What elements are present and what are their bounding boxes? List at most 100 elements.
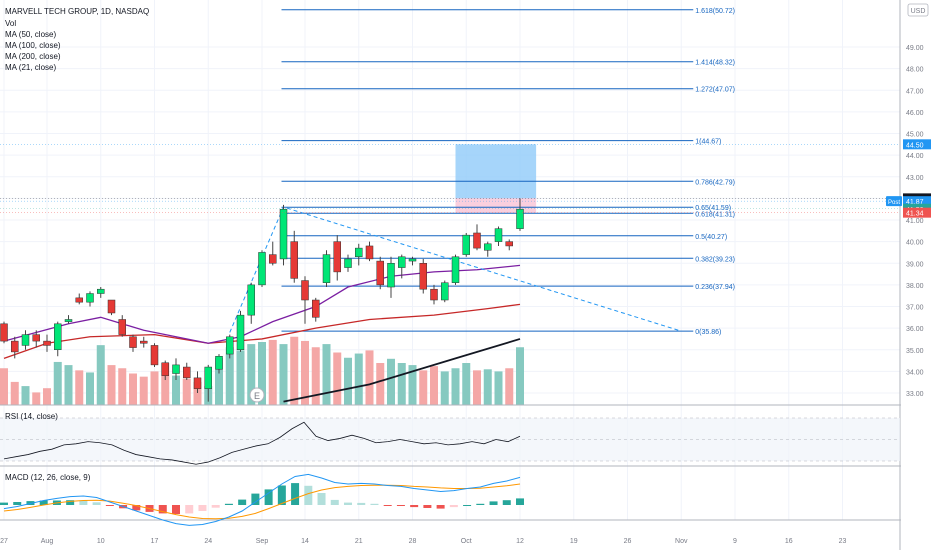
volume-bar xyxy=(172,375,180,405)
candle-body xyxy=(322,254,331,283)
volume-bar xyxy=(462,363,471,405)
volume-bar xyxy=(483,369,492,405)
macd-histogram-bar xyxy=(13,502,22,505)
macd-histogram-bar xyxy=(304,485,313,505)
volume-bar xyxy=(419,370,428,405)
price-marker-label: 41.34 xyxy=(906,211,924,218)
macd-histogram-bar xyxy=(211,505,220,508)
legend-item[interactable]: MA (50, close) xyxy=(5,30,56,39)
legend-item[interactable]: MA (200, close) xyxy=(5,52,61,61)
volume-bar xyxy=(225,347,234,405)
volume-bar xyxy=(505,368,514,405)
candle-body xyxy=(150,345,159,366)
price-tick: 34.00 xyxy=(906,369,924,376)
profit-zone[interactable] xyxy=(455,144,537,199)
chart-legend: MARVELL TECH GROUP, 1D, NASDAQ Vol MA (5… xyxy=(5,7,149,72)
price-marker-tag xyxy=(903,139,931,150)
volume-bar xyxy=(193,381,202,405)
volume-bar xyxy=(182,378,191,405)
volume-bar xyxy=(96,345,105,405)
post-tag[interactable] xyxy=(886,196,902,207)
volume-bar xyxy=(129,373,137,405)
macd-histogram-bar xyxy=(132,505,141,511)
fib-level-label: 0.5(40.27) xyxy=(695,234,727,241)
currency-badge[interactable] xyxy=(907,3,929,17)
volume-bar xyxy=(279,344,288,405)
macd-histogram-bar xyxy=(317,493,326,505)
rsi-legend[interactable]: RSI (14, close) xyxy=(5,412,58,421)
macd-histogram-bar xyxy=(224,503,233,505)
volume-bar xyxy=(64,365,73,405)
macd-histogram-bar xyxy=(264,489,273,505)
price-axis[interactable]: 49.0048.0047.0046.0045.0044.0043.0042.00… xyxy=(901,0,932,550)
fibonacci-retracement[interactable]: 1.618(50.72) 1.414(48.32) 1.272(47.07) 1(44… xyxy=(281,8,735,336)
macd-legend[interactable]: MACD (12, 26, close, 9) xyxy=(5,473,91,482)
time-tick: 17 xyxy=(151,538,159,545)
time-axis[interactable]: 27 Aug 10 17 24 Sep 14 21 28 Oct 12 19 26 Nov 9 16 23 xyxy=(0,538,846,545)
time-tick: 21 xyxy=(355,538,363,545)
volume-bar xyxy=(397,363,406,405)
candle-body xyxy=(236,314,245,350)
macd-histogram-bar xyxy=(92,502,101,505)
time-tick: Nov xyxy=(675,538,688,545)
volume-bar xyxy=(0,368,8,405)
candlesticks xyxy=(0,198,524,402)
volume-bar xyxy=(440,371,449,405)
fib-level-label: 0.236(37.94) xyxy=(695,284,735,291)
currency-label: USD xyxy=(911,8,926,15)
candle-body xyxy=(312,299,320,318)
candle-body xyxy=(258,252,266,286)
price-tick: 44.00 xyxy=(906,153,924,160)
macd-histogram-bar xyxy=(330,499,339,505)
macd-histogram-bar xyxy=(516,498,524,505)
candle-body xyxy=(301,280,309,301)
volume-bar xyxy=(86,372,94,405)
time-tick: 28 xyxy=(409,538,417,545)
candle-body xyxy=(21,334,30,346)
price-marker-tag xyxy=(903,196,931,207)
candle-body xyxy=(247,284,255,316)
fib-level-label: 0.618(41.31) xyxy=(695,211,735,218)
post-tag-label: Post xyxy=(888,200,900,206)
candle-body xyxy=(226,336,234,355)
macd-histogram-bar xyxy=(158,505,167,514)
volume-bar xyxy=(139,376,148,405)
legend-item[interactable]: Vol xyxy=(5,19,16,28)
ma-50-line xyxy=(3,303,521,360)
candle-body xyxy=(376,260,384,286)
candle-body xyxy=(516,208,524,229)
candle-body xyxy=(86,293,94,303)
candle-body xyxy=(484,243,492,251)
volume-bar xyxy=(494,371,503,405)
price-tick: 37.00 xyxy=(906,305,924,312)
stop-zone[interactable] xyxy=(455,198,537,213)
macd-histogram-bar xyxy=(251,493,260,505)
time-tick: 24 xyxy=(204,538,212,545)
time-tick: 9 xyxy=(733,538,737,545)
volume-bar xyxy=(387,358,395,405)
fib-level-label: 1(44.67) xyxy=(695,139,721,146)
legend-item[interactable]: MA (21, close) xyxy=(5,63,56,72)
candle-body xyxy=(430,288,438,301)
volume-bar xyxy=(430,366,438,405)
candle-body xyxy=(451,256,460,283)
volume-bar xyxy=(258,342,266,405)
candle-body xyxy=(11,340,19,353)
price-tick: 45.00 xyxy=(906,132,924,139)
earnings-marker[interactable]: E xyxy=(249,387,265,403)
legend-item[interactable]: MA (100, close) xyxy=(5,41,61,50)
rsi-line xyxy=(3,421,521,465)
fib-level-label: 0(35.86) xyxy=(695,329,721,336)
candle-body xyxy=(0,323,8,342)
macd-histogram-bar xyxy=(436,505,445,509)
macd-histogram-bar xyxy=(463,505,472,506)
symbol-title[interactable]: MARVELL TECH GROUP, 1D, NASDAQ xyxy=(5,7,149,16)
volume-bar xyxy=(53,361,62,405)
volume-bar xyxy=(161,363,170,405)
candle-body xyxy=(462,234,470,255)
price-tick: 36.00 xyxy=(906,326,924,333)
